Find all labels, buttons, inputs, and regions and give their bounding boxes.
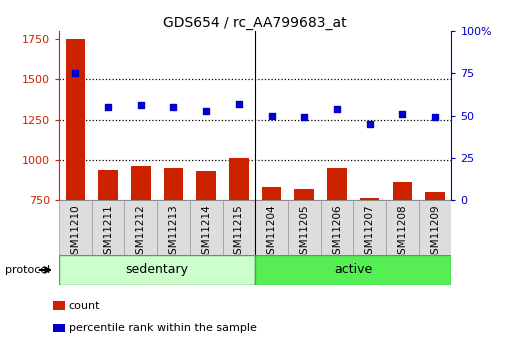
Bar: [190, 200, 223, 255]
Bar: [255, 255, 451, 285]
Point: [267, 113, 275, 118]
Point: [300, 115, 308, 120]
Bar: [327, 168, 347, 200]
Bar: [223, 200, 255, 255]
Text: percentile rank within the sample: percentile rank within the sample: [69, 323, 256, 333]
Bar: [360, 198, 380, 200]
Bar: [386, 200, 419, 255]
Bar: [53, 324, 65, 332]
Bar: [196, 171, 216, 200]
Bar: [164, 168, 183, 200]
Text: GSM11214: GSM11214: [201, 205, 211, 261]
Bar: [92, 200, 125, 255]
Text: GSM11212: GSM11212: [136, 205, 146, 261]
Bar: [66, 39, 85, 200]
Bar: [157, 200, 190, 255]
Text: GSM11207: GSM11207: [365, 205, 374, 261]
Bar: [59, 200, 92, 255]
Bar: [98, 169, 118, 200]
Point: [366, 121, 374, 127]
Text: GSM11206: GSM11206: [332, 205, 342, 261]
Bar: [288, 200, 321, 255]
Point: [104, 104, 112, 110]
Text: GSM11204: GSM11204: [267, 205, 277, 261]
Bar: [353, 200, 386, 255]
Text: GSM11209: GSM11209: [430, 205, 440, 261]
Bar: [53, 302, 65, 310]
Bar: [294, 189, 314, 200]
Bar: [124, 200, 157, 255]
Bar: [255, 200, 288, 255]
Bar: [131, 166, 150, 200]
Bar: [419, 200, 451, 255]
Text: protocol: protocol: [5, 265, 50, 275]
Point: [136, 103, 145, 108]
Title: GDS654 / rc_AA799683_at: GDS654 / rc_AA799683_at: [164, 16, 347, 30]
Bar: [392, 181, 412, 200]
Text: GSM11213: GSM11213: [168, 205, 179, 261]
Bar: [321, 200, 353, 255]
Text: active: active: [334, 264, 372, 276]
Text: GSM11210: GSM11210: [70, 205, 81, 261]
Point: [71, 71, 80, 76]
Text: GSM11208: GSM11208: [398, 205, 407, 261]
Point: [431, 115, 439, 120]
Bar: [59, 255, 255, 285]
Bar: [425, 192, 445, 200]
Point: [169, 104, 177, 110]
Bar: [229, 158, 249, 200]
Bar: [262, 187, 281, 200]
Text: sedentary: sedentary: [126, 264, 189, 276]
Point: [333, 106, 341, 111]
Point: [202, 108, 210, 113]
Text: GSM11211: GSM11211: [103, 205, 113, 261]
Text: GSM11205: GSM11205: [299, 205, 309, 261]
Point: [235, 101, 243, 107]
Text: GSM11215: GSM11215: [234, 205, 244, 261]
Text: count: count: [69, 301, 101, 311]
Point: [398, 111, 406, 117]
